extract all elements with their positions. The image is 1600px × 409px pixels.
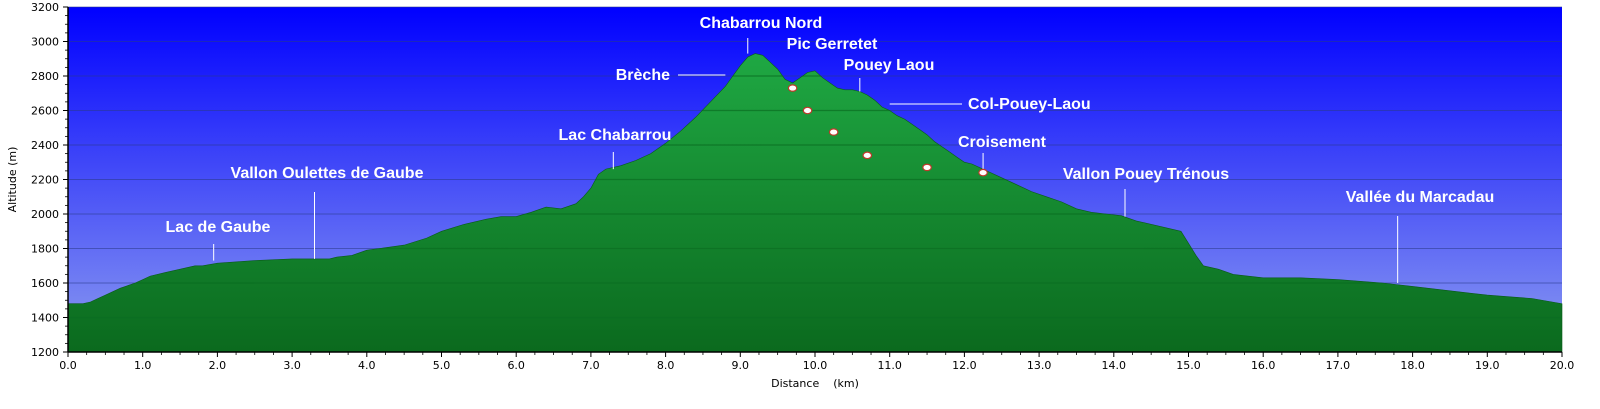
x-tick-label: 14.0 xyxy=(1102,359,1127,372)
x-tick-label: 13.0 xyxy=(1027,359,1052,372)
annotation: Pic Gerretet xyxy=(787,36,878,53)
waypoint-marker xyxy=(862,151,873,160)
annotation-label: Brèche xyxy=(616,67,670,84)
annotation-label: Lac de Gaube xyxy=(166,219,271,236)
x-tick-label: 11.0 xyxy=(877,359,902,372)
x-tick-label: 9.0 xyxy=(732,359,750,372)
elevation-area xyxy=(67,53,1563,353)
annotation: Brèche xyxy=(616,67,726,84)
y-tick-label: 1400 xyxy=(31,312,59,325)
annotation-label: Chabarrou Nord xyxy=(700,15,823,32)
x-tick-label: 8.0 xyxy=(657,359,675,372)
y-tick-label: 2400 xyxy=(31,139,59,152)
x-tick-label: 7.0 xyxy=(582,359,600,372)
x-tick-label: 12.0 xyxy=(952,359,977,372)
x-tick-label: 2.0 xyxy=(209,359,227,372)
y-axis-ticks: 1200 1400 1600 1800 2000 2200 2400 2600 2800 3000… xyxy=(31,1,68,359)
x-tick-label: 15.0 xyxy=(1176,359,1201,372)
x-tick-label: 1.0 xyxy=(134,359,152,372)
y-axis-title: Altitude (m) xyxy=(6,147,19,213)
y-tick-label: 3000 xyxy=(31,36,59,49)
annotation-label: Vallée du Marcadau xyxy=(1346,189,1495,206)
waypoint-marker xyxy=(802,106,813,115)
y-tick-label: 2600 xyxy=(31,105,59,118)
x-tick-label: 3.0 xyxy=(283,359,301,372)
x-tick-label: 10.0 xyxy=(803,359,828,372)
waypoint-marker xyxy=(978,168,988,177)
x-tick-label: 20.0 xyxy=(1550,359,1575,372)
waypoint-marker xyxy=(922,163,932,172)
annotation-label: Col-Pouey-Laou xyxy=(968,96,1091,113)
y-tick-label: 2000 xyxy=(31,208,59,221)
annotation: Col-Pouey-Laou xyxy=(889,96,1091,113)
annotations: Lac de Gaube Vallon Oulettes de Gaube Lac … xyxy=(166,15,1495,283)
y-tick-label: 3200 xyxy=(31,1,59,14)
annotation: Vallée du Marcadau xyxy=(1346,189,1495,283)
x-tick-label: 18.0 xyxy=(1400,359,1425,372)
x-axis-title: Distance (km) xyxy=(771,377,859,390)
x-tick-label: 4.0 xyxy=(358,359,376,372)
y-tick-label: 1600 xyxy=(31,277,59,290)
waypoint-marker xyxy=(787,84,798,92)
annotation: Lac de Gaube xyxy=(166,219,271,261)
annotation: Vallon Oulettes de Gaube xyxy=(231,165,424,259)
annotation-label: Vallon Oulettes de Gaube xyxy=(231,165,424,182)
y-tick-label: 1800 xyxy=(31,243,59,256)
annotation-label: Vallon Pouey Trénous xyxy=(1063,166,1229,183)
x-tick-label: 19.0 xyxy=(1475,359,1500,372)
annotation-label: Croisement xyxy=(958,134,1047,151)
annotation-label: Pouey Laou xyxy=(844,57,935,74)
annotation: Pouey Laou xyxy=(844,57,935,92)
x-tick-label: 5.0 xyxy=(433,359,451,372)
annotation: Croisement xyxy=(958,134,1047,171)
x-tick-label: 0.0 xyxy=(59,359,77,372)
y-tick-label: 2200 xyxy=(31,174,59,187)
waypoint-markers xyxy=(787,84,988,177)
annotation: Vallon Pouey Trénous xyxy=(1063,166,1229,217)
annotation-label: Pic Gerretet xyxy=(787,36,878,53)
waypoint-marker xyxy=(828,128,839,136)
y-tick-label: 2800 xyxy=(31,70,59,83)
annotation: Chabarrou Nord xyxy=(700,15,823,54)
x-axis-ticks: 0.0 1.0 2.0 3.0 4.0 5.0 6.0 7.0 8.0 9.0 10.0 11.0 12… xyxy=(59,352,1574,372)
x-tick-label: 17.0 xyxy=(1326,359,1351,372)
y-tick-label: 1200 xyxy=(31,346,59,359)
x-tick-label: 16.0 xyxy=(1251,359,1276,372)
annotation: Lac Chabarrou xyxy=(559,127,672,170)
x-tick-label: 6.0 xyxy=(507,359,525,372)
annotation-label: Lac Chabarrou xyxy=(559,127,672,144)
